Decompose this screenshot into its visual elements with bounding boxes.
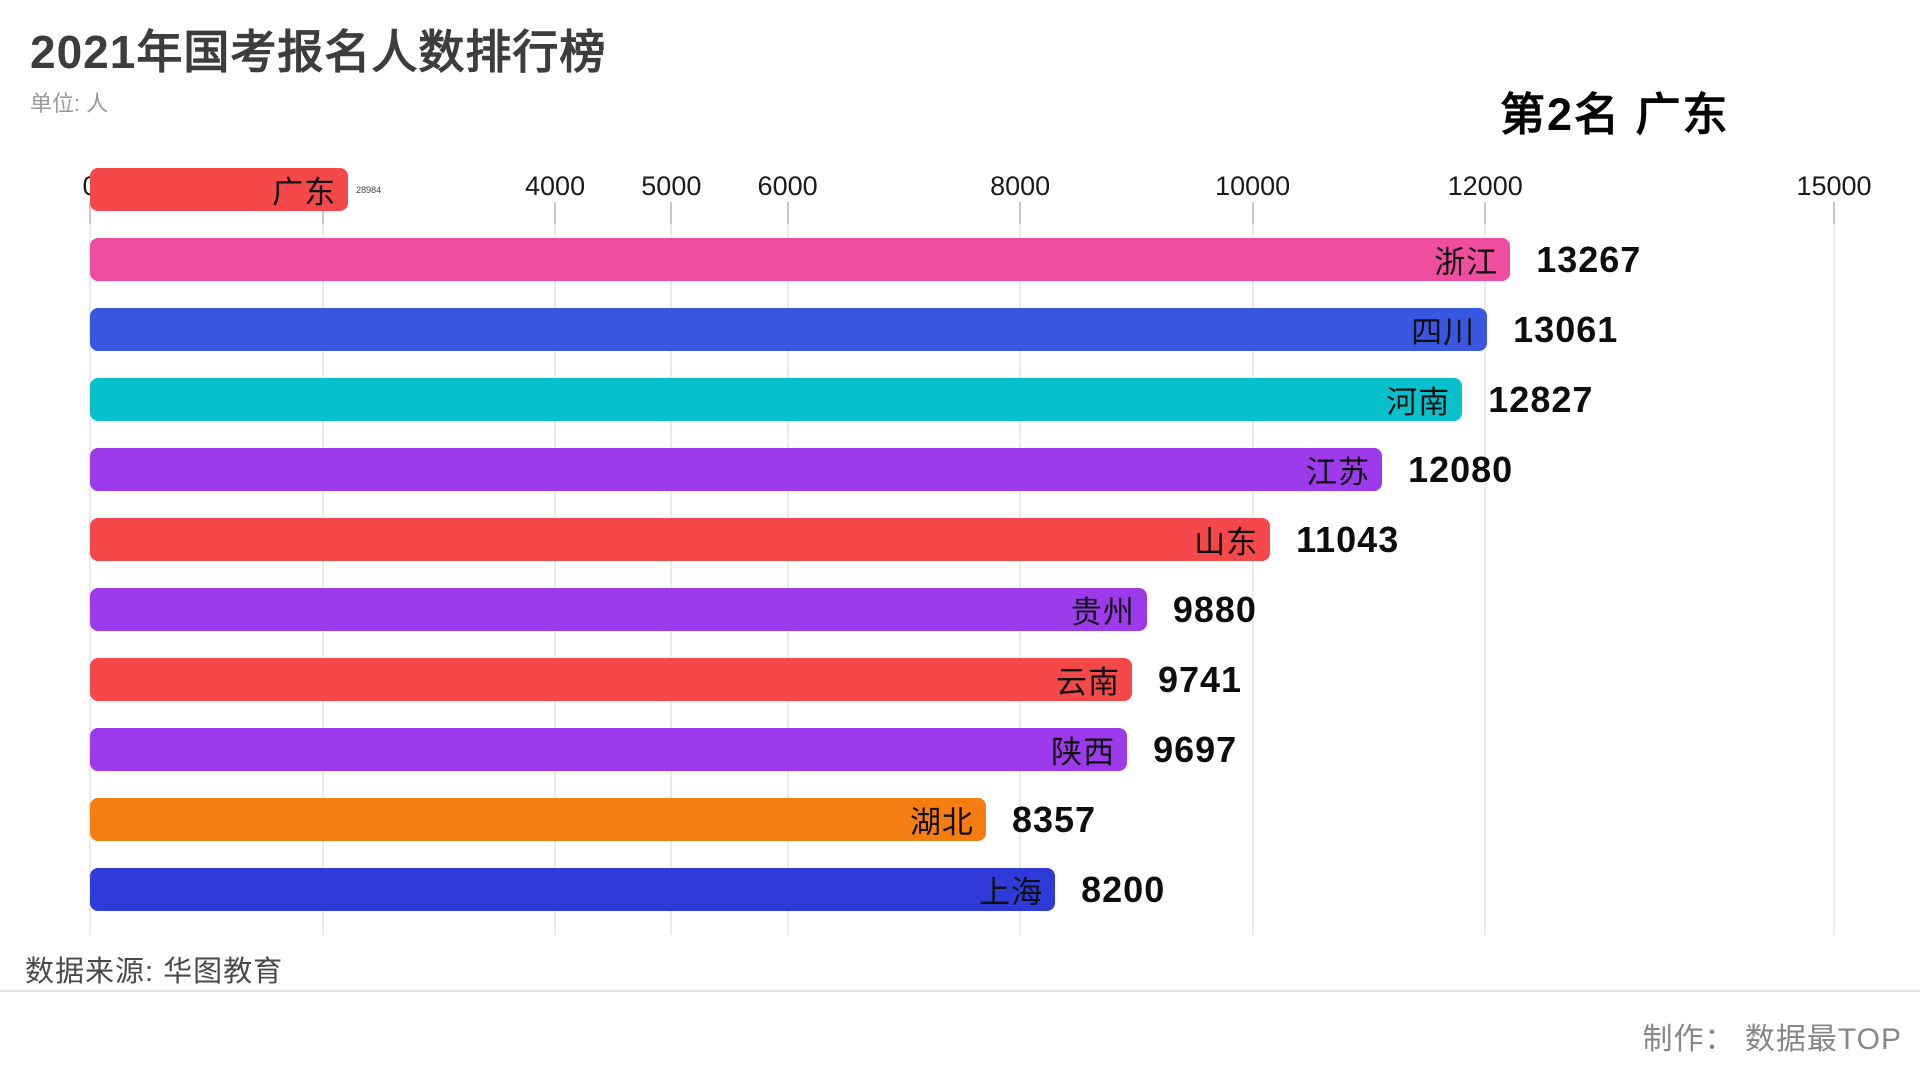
bar-value-label: 13061 bbox=[1513, 308, 1619, 350]
unit-label: 单位: 人 bbox=[30, 91, 109, 116]
axis-tick-mark bbox=[1019, 202, 1022, 224]
bar-row: 贵州 9880 bbox=[0, 588, 1920, 631]
bar-row: 江苏 12080 bbox=[0, 448, 1920, 491]
axis-tick-mark bbox=[786, 202, 789, 224]
bar-row: 浙江 13267 bbox=[0, 238, 1920, 281]
axis-tick-label: 5000 bbox=[641, 171, 702, 201]
bar-value-label: 9880 bbox=[1172, 588, 1257, 630]
bar: 四川 bbox=[90, 308, 1488, 351]
gridline bbox=[1833, 202, 1835, 935]
credit-label: 制作： 数据最TOP bbox=[1642, 1023, 1902, 1056]
bar-category-label: 河南 bbox=[1386, 385, 1451, 420]
gridline bbox=[321, 202, 324, 935]
bar-value-label: 12080 bbox=[1408, 448, 1514, 490]
axis-tick-mark bbox=[1251, 202, 1254, 224]
bar-row: 广东 28984 bbox=[0, 168, 1920, 211]
bar-value-label: 9697 bbox=[1153, 728, 1238, 770]
gridline bbox=[786, 202, 789, 935]
bar-row: 云南 9741 bbox=[0, 658, 1920, 701]
axis-tick-label: 8000 bbox=[990, 171, 1051, 201]
bar: 浙江 bbox=[90, 238, 1511, 281]
bar: 上海 bbox=[90, 868, 1056, 911]
bar-category-label: 四川 bbox=[1411, 315, 1476, 350]
bar-category-label: 广东 bbox=[272, 175, 337, 210]
bar: 江苏 bbox=[90, 448, 1383, 491]
axis-tick-label: 15000 bbox=[1796, 171, 1872, 201]
bar: 陕西 bbox=[90, 728, 1128, 771]
bar-value-label: 9741 bbox=[1157, 658, 1243, 700]
bar-row: 河南 12827 bbox=[0, 378, 1920, 421]
axis-tick-mark bbox=[89, 202, 91, 224]
bar-category-label: 陕西 bbox=[1051, 735, 1116, 770]
bar-value-label: 11043 bbox=[1296, 518, 1400, 560]
axis-tick-mark bbox=[554, 202, 557, 224]
bar: 广东 bbox=[90, 168, 349, 211]
axis-tick-mark bbox=[1484, 202, 1487, 224]
bar-value-label: 13267 bbox=[1536, 238, 1642, 280]
bar-category-label: 浙江 bbox=[1434, 245, 1499, 280]
gridline bbox=[1484, 202, 1487, 935]
axis-tick-mark bbox=[1833, 202, 1835, 224]
bar-row: 湖北 8357 bbox=[0, 798, 1920, 841]
bar-row: 上海 8200 bbox=[0, 868, 1920, 911]
axis-tick-label: 10000 bbox=[1215, 171, 1291, 201]
axis-tick-mark bbox=[321, 202, 324, 224]
axis-tick-label: 4000 bbox=[525, 171, 586, 201]
bar-row: 山东 11043 bbox=[0, 518, 1920, 561]
gridline bbox=[1251, 202, 1254, 935]
bar-row: 四川 13061 bbox=[0, 308, 1920, 351]
gridline bbox=[89, 202, 91, 935]
bar-category-label: 山东 bbox=[1194, 525, 1259, 560]
axis-tick-label: 12000 bbox=[1447, 171, 1523, 201]
bar: 河南 bbox=[90, 378, 1463, 421]
bar-value-label: 12827 bbox=[1488, 378, 1594, 420]
bar-category-label: 云南 bbox=[1055, 665, 1120, 700]
footer-divider bbox=[0, 990, 1920, 992]
bar-value-label: 8357 bbox=[1011, 798, 1097, 840]
bar-value-label: 28984 bbox=[356, 184, 382, 195]
gridline bbox=[670, 202, 673, 935]
axis-tick-label: 6000 bbox=[757, 171, 818, 201]
bar-category-label: 湖北 bbox=[909, 805, 974, 840]
data-source-label: 数据来源: 华图教育 bbox=[25, 956, 284, 988]
bar: 山东 bbox=[90, 518, 1271, 561]
bar: 云南 bbox=[90, 658, 1132, 701]
page-title: 2021年国考报名人数排行榜 bbox=[30, 26, 607, 78]
bar-category-label: 上海 bbox=[979, 875, 1044, 910]
gridline bbox=[1019, 202, 1022, 935]
gridline bbox=[554, 202, 557, 935]
bar: 贵州 bbox=[90, 588, 1147, 631]
bar-value-label: 8200 bbox=[1081, 868, 1166, 910]
bar: 湖北 bbox=[90, 798, 986, 841]
bar-category-label: 江苏 bbox=[1306, 455, 1371, 490]
current-rank-annotation: 第2名 广东 bbox=[1500, 89, 1730, 140]
bar-category-label: 贵州 bbox=[1070, 595, 1135, 630]
bar-row: 陕西 9697 bbox=[0, 728, 1920, 771]
axis-tick-mark bbox=[670, 202, 673, 224]
